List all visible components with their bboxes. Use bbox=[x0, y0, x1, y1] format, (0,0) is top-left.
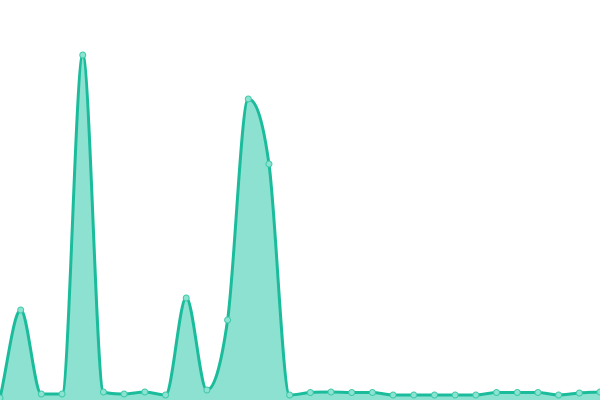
data-point-27 bbox=[555, 391, 563, 399]
data-point-16 bbox=[327, 388, 335, 396]
data-point-20 bbox=[410, 391, 418, 399]
data-point-21 bbox=[430, 391, 438, 399]
data-point-18 bbox=[368, 389, 376, 396]
data-point-26 bbox=[534, 389, 542, 396]
data-point-5 bbox=[99, 388, 107, 396]
data-point-19 bbox=[389, 391, 397, 399]
data-point-2 bbox=[37, 390, 45, 398]
data-point-23 bbox=[472, 391, 480, 399]
data-point-12 bbox=[244, 95, 252, 103]
data-point-0 bbox=[0, 394, 4, 400]
data-point-10 bbox=[203, 386, 211, 394]
data-point-7 bbox=[141, 388, 149, 396]
data-point-17 bbox=[348, 389, 356, 396]
area-fill bbox=[0, 55, 600, 400]
data-point-14 bbox=[286, 391, 294, 399]
data-point-11 bbox=[224, 316, 232, 324]
data-point-1 bbox=[17, 306, 25, 314]
data-point-4 bbox=[79, 51, 87, 59]
data-point-8 bbox=[162, 391, 170, 399]
data-point-13 bbox=[265, 160, 273, 168]
data-point-28 bbox=[575, 389, 583, 397]
data-point-29 bbox=[596, 388, 600, 396]
data-point-15 bbox=[306, 389, 314, 396]
data-point-22 bbox=[451, 391, 459, 399]
data-point-3 bbox=[58, 390, 66, 398]
markers bbox=[0, 51, 600, 400]
data-point-6 bbox=[120, 390, 128, 398]
data-point-24 bbox=[493, 389, 501, 396]
data-point-9 bbox=[182, 294, 190, 302]
data-point-25 bbox=[513, 389, 521, 396]
